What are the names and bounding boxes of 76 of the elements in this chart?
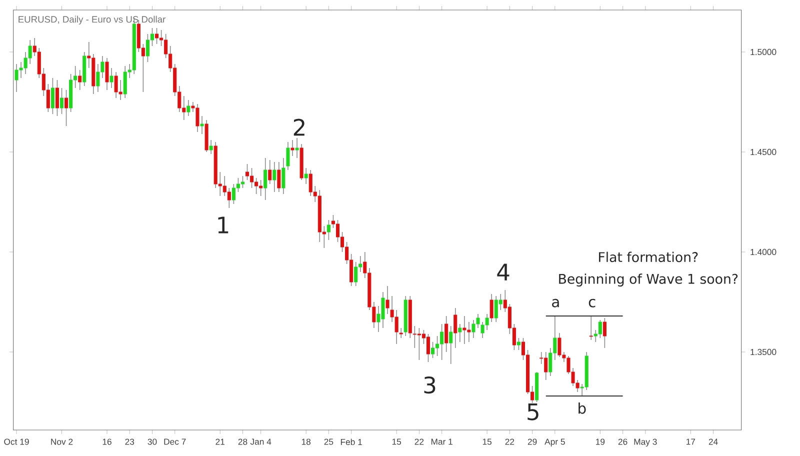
x-tick-label: Apr 5	[544, 438, 565, 446]
x-tick-label: 30	[148, 438, 157, 445]
x-tick-label: Feb 1	[340, 438, 362, 446]
x-tick-label: 15	[392, 438, 402, 445]
candlestick	[286, 142, 290, 170]
x-tick-label: 19	[596, 438, 605, 445]
candlestick	[105, 58, 109, 90]
candlestick	[282, 158, 286, 194]
x-tick-label: Dec 7	[164, 438, 186, 445]
candlestick	[245, 164, 250, 180]
candlestick	[399, 328, 403, 338]
x-tick-label: 25	[324, 438, 334, 445]
candlestick	[326, 220, 330, 240]
annotation: c	[588, 298, 596, 308]
candlestick	[78, 70, 82, 90]
x-tick-label: May 3	[634, 438, 657, 447]
candlestick	[55, 80, 59, 116]
x-tick-label: 18	[302, 438, 311, 445]
annotation: 2	[294, 118, 304, 136]
x-tick-label: 17	[686, 438, 696, 445]
candlestick	[602, 318, 606, 348]
candlestick	[490, 294, 494, 322]
candlestick	[227, 188, 231, 208]
annotation: 5	[528, 404, 538, 420]
candlestick	[449, 326, 453, 364]
candlestick	[60, 88, 64, 114]
candlestick	[354, 262, 358, 286]
x-tick-label: Mar 1	[431, 438, 452, 445]
x-tick-label: 28	[238, 438, 248, 445]
candlestick	[431, 342, 435, 358]
candlestick	[186, 100, 190, 116]
candlestick	[277, 162, 281, 192]
annotation: Beginning of Wave 1 soon?	[559, 274, 738, 287]
candlestick	[240, 176, 244, 188]
candlestick	[64, 90, 68, 126]
candlestick	[155, 28, 159, 44]
annotation: a	[552, 298, 559, 308]
x-tick-label: 22	[505, 438, 514, 445]
candlestick	[290, 140, 294, 156]
candlestick	[598, 320, 602, 338]
x-tick-label: 21	[216, 438, 224, 445]
x-tick-label: 22	[414, 438, 424, 445]
x-tick-label: Jan 4	[250, 438, 272, 445]
candlestick	[304, 168, 308, 184]
y-tick-label: 1.5000	[750, 48, 776, 56]
candlestick	[386, 286, 390, 314]
candlestick	[458, 324, 462, 342]
candlestick	[209, 140, 213, 154]
candlestick	[426, 334, 430, 362]
candlestick	[454, 308, 458, 348]
candlestick	[110, 68, 114, 88]
candlestick	[50, 78, 54, 114]
y-tick-label: 1.3500	[750, 348, 776, 356]
candlestick	[272, 162, 276, 192]
candlestick	[516, 338, 520, 350]
annotation: b	[578, 402, 586, 414]
candlestick	[200, 116, 204, 134]
x-tick-label: 24	[708, 438, 718, 445]
y-tick-label: 1.4000	[750, 248, 776, 256]
candlestick	[264, 158, 268, 200]
x-tick-label: 29	[528, 438, 537, 445]
x-tick-label: 26	[618, 438, 628, 445]
candlestick	[444, 316, 448, 352]
x-tick-label: 23	[125, 438, 134, 445]
x-tick-label: Nov 2	[51, 438, 73, 445]
annotation: 1	[218, 216, 228, 234]
annotation: 4	[497, 264, 510, 280]
annotation: 3	[424, 376, 436, 394]
x-tick-label: 15	[482, 438, 492, 445]
candlestick	[268, 160, 272, 184]
y-tick-label: 1.4500	[750, 148, 776, 156]
annotation: Flat formation?	[599, 252, 698, 262]
candlestick	[589, 316, 593, 340]
x-tick-label: Oct 19	[4, 438, 29, 445]
x-tick-label: 16	[102, 438, 112, 445]
candlestick	[295, 138, 299, 158]
